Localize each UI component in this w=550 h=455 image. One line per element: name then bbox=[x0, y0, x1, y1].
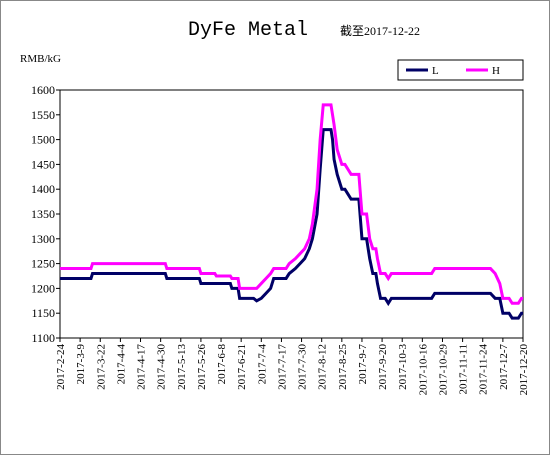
x-tick-label: 2017-3-22 bbox=[95, 344, 107, 390]
y-tick-label: 1150 bbox=[31, 306, 55, 320]
y-tick-label: 1600 bbox=[31, 83, 55, 97]
x-tick-label: 2017-6-8 bbox=[216, 344, 228, 385]
x-tick-label: 2017-12-20 bbox=[518, 344, 530, 396]
x-tick-label: 2017-9-20 bbox=[377, 344, 389, 390]
x-tick-label: 2017-2-24 bbox=[55, 344, 67, 390]
series-line bbox=[60, 128, 523, 320]
x-tick-label: 2017-7-17 bbox=[276, 344, 288, 390]
x-tick-label: 2017-10-3 bbox=[397, 344, 409, 390]
x-tick-label: 2017-4-4 bbox=[115, 344, 127, 385]
y-tick-label: 1400 bbox=[31, 182, 55, 196]
y-tick-label: 1450 bbox=[31, 157, 55, 171]
y-tick-label: 1300 bbox=[31, 232, 55, 246]
x-tick-label: 2017-12-7 bbox=[498, 344, 510, 390]
x-tick-label: 2017-7-4 bbox=[256, 344, 268, 385]
y-tick-label: 1250 bbox=[31, 257, 55, 271]
y-tick-label: 1500 bbox=[31, 133, 55, 147]
x-tick-label: 2017-5-13 bbox=[176, 344, 188, 390]
x-tick-label: 2017-11-24 bbox=[478, 344, 490, 395]
x-tick-label: 2017-9-7 bbox=[357, 344, 369, 385]
x-tick-label: 2017-8-25 bbox=[337, 344, 349, 390]
x-tick-label: 2017-11-11 bbox=[458, 344, 470, 395]
chart-title: DyFe Metal bbox=[188, 19, 308, 42]
x-tick-label: 2017-4-17 bbox=[136, 344, 148, 390]
x-tick-label: 2017-3-9 bbox=[75, 344, 87, 385]
y-tick-label: 1100 bbox=[31, 331, 55, 345]
legend-box bbox=[397, 59, 524, 81]
legend-label: H bbox=[492, 65, 500, 77]
x-tick-label: 2017-10-16 bbox=[417, 344, 429, 396]
series-line bbox=[60, 103, 523, 305]
y-tick-label: 1200 bbox=[31, 281, 55, 295]
plot-area bbox=[59, 89, 524, 339]
x-tick-label: 2017-7-30 bbox=[297, 344, 309, 390]
x-tick-label: 2017-4-30 bbox=[156, 344, 168, 390]
y-axis-label: RMB/kG bbox=[20, 53, 61, 65]
legend-label: L bbox=[432, 65, 439, 77]
x-tick-label: 2017-8-12 bbox=[317, 344, 329, 390]
chart-subtitle: 截至2017-12-22 bbox=[340, 24, 420, 38]
x-tick-label: 2017-10-29 bbox=[437, 344, 449, 396]
y-tick-label: 1550 bbox=[31, 108, 55, 122]
x-tick-label: 2017-5-26 bbox=[196, 344, 208, 390]
y-tick-label: 1350 bbox=[31, 207, 55, 221]
x-tick-label: 2017-6-21 bbox=[236, 344, 248, 390]
